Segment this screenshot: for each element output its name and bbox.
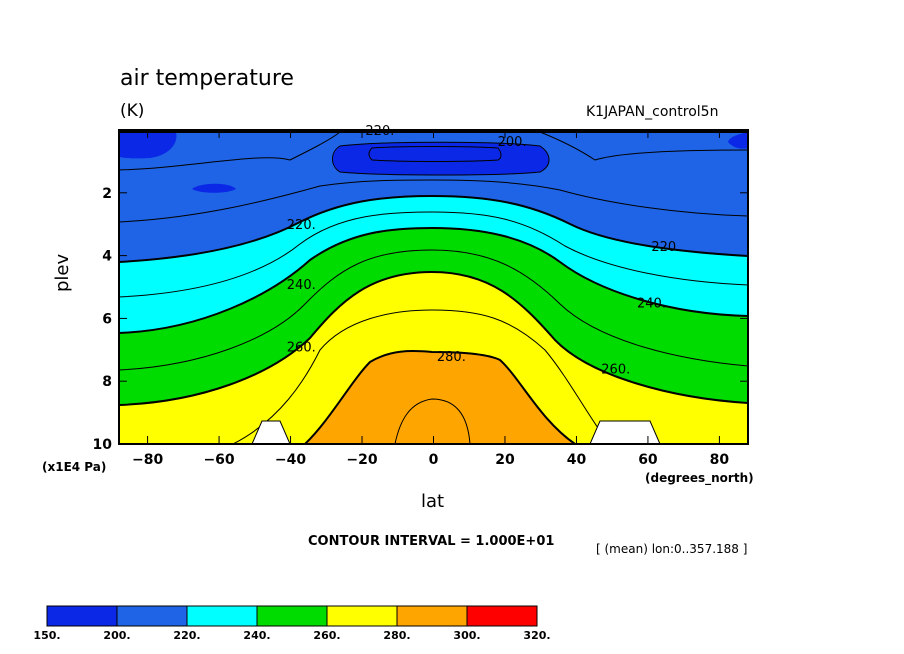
x-tick-label: 20 — [495, 452, 515, 468]
contour-lines-thick — [119, 130, 748, 444]
contour-interval-label: CONTOUR INTERVAL = 1.000E+01 — [308, 534, 555, 549]
units-label: (K) — [120, 101, 145, 121]
colorbar-label: 260. — [313, 629, 340, 642]
band-150-200-top-left — [119, 130, 177, 159]
colorbar-label: 150. — [33, 629, 60, 642]
colorbar-label: 320. — [523, 629, 550, 642]
colorbar-swatch — [116, 605, 188, 627]
chart-title: air temperature — [120, 66, 294, 91]
contour-labels: 220. 220. 240. 240. 260. 260. 280. 220. 200. — [287, 124, 680, 378]
band-150-200-top-right — [728, 132, 748, 149]
x-tick-label: −80 — [132, 452, 163, 468]
colorbar-swatch — [466, 605, 538, 627]
x-tick-label: −20 — [346, 452, 377, 468]
contour-label: 220. — [651, 240, 680, 255]
x-tick-label: −40 — [275, 452, 306, 468]
topography-right — [589, 420, 661, 444]
contour-label: 220. — [365, 124, 394, 139]
band-150-200-blob — [192, 183, 236, 193]
x-tick-label: −60 — [203, 452, 234, 468]
x-tick-label: 60 — [638, 452, 658, 468]
contour-lines — [119, 131, 748, 444]
x-tick-label: 0 — [429, 452, 439, 468]
colorbar-swatch — [46, 605, 118, 627]
colorbar-swatch — [326, 605, 398, 627]
colorbar-swatch — [396, 605, 468, 627]
x-axis: −80 −60 −40 −20 0 20 40 60 80 — [132, 130, 729, 468]
colorbar-label: 240. — [243, 629, 270, 642]
colorbar: 150. 200. 220. 240. 260. 280. 300. 320. — [33, 605, 551, 642]
y-unit-label: (x1E4 Pa) — [42, 460, 107, 474]
colorbar-label: 220. — [173, 629, 200, 642]
contour-label: 240. — [287, 278, 316, 293]
x-unit-label: (degrees_north) — [645, 471, 754, 485]
contour-label: 260. — [287, 341, 316, 356]
run-label: K1JAPAN_control5n — [586, 104, 719, 120]
y-tick-label: 4 — [102, 249, 112, 265]
band-150-200-top-mid — [332, 141, 550, 176]
colorbar-swatch — [256, 605, 328, 627]
plot-area — [119, 130, 748, 444]
contour-label: 200. — [498, 135, 527, 150]
colorbar-label: 200. — [103, 629, 130, 642]
y-tick-label: 6 — [102, 311, 112, 327]
topography-left — [251, 420, 291, 444]
colorbar-swatch — [186, 605, 258, 627]
x-tick-label: 40 — [567, 452, 587, 468]
contour-label: 280. — [437, 350, 466, 365]
y-tick-label: 10 — [93, 437, 113, 453]
contour-label: 220. — [287, 218, 316, 233]
y-tick-label: 8 — [102, 374, 112, 390]
mean-note: [ (mean) lon:0..357.188 ] — [596, 542, 748, 556]
colorbar-label: 300. — [453, 629, 480, 642]
contour-label: 240. — [637, 297, 666, 312]
x-axis-label: lat — [421, 491, 445, 512]
contour-label: 260. — [601, 363, 630, 378]
y-tick-label: 2 — [102, 186, 112, 202]
x-tick-label: 80 — [710, 452, 730, 468]
band-280-300 — [305, 351, 575, 444]
y-axis: 2 4 6 8 10 — [93, 186, 748, 453]
colorbar-label: 280. — [383, 629, 410, 642]
